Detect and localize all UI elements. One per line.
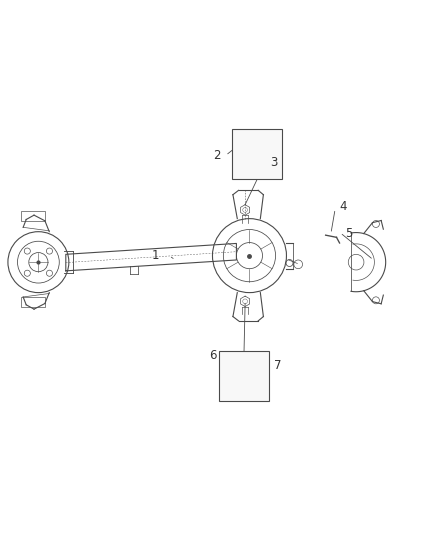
- Text: 1: 1: [152, 249, 159, 262]
- Text: 6: 6: [210, 349, 217, 362]
- Bar: [219, 351, 269, 401]
- Bar: [21, 211, 45, 221]
- Text: 7: 7: [274, 359, 282, 372]
- Text: 4: 4: [339, 200, 347, 213]
- Text: 2: 2: [213, 149, 221, 162]
- Bar: [21, 297, 45, 306]
- Bar: [232, 130, 282, 180]
- Text: 5: 5: [345, 228, 353, 240]
- Text: 3: 3: [270, 156, 277, 169]
